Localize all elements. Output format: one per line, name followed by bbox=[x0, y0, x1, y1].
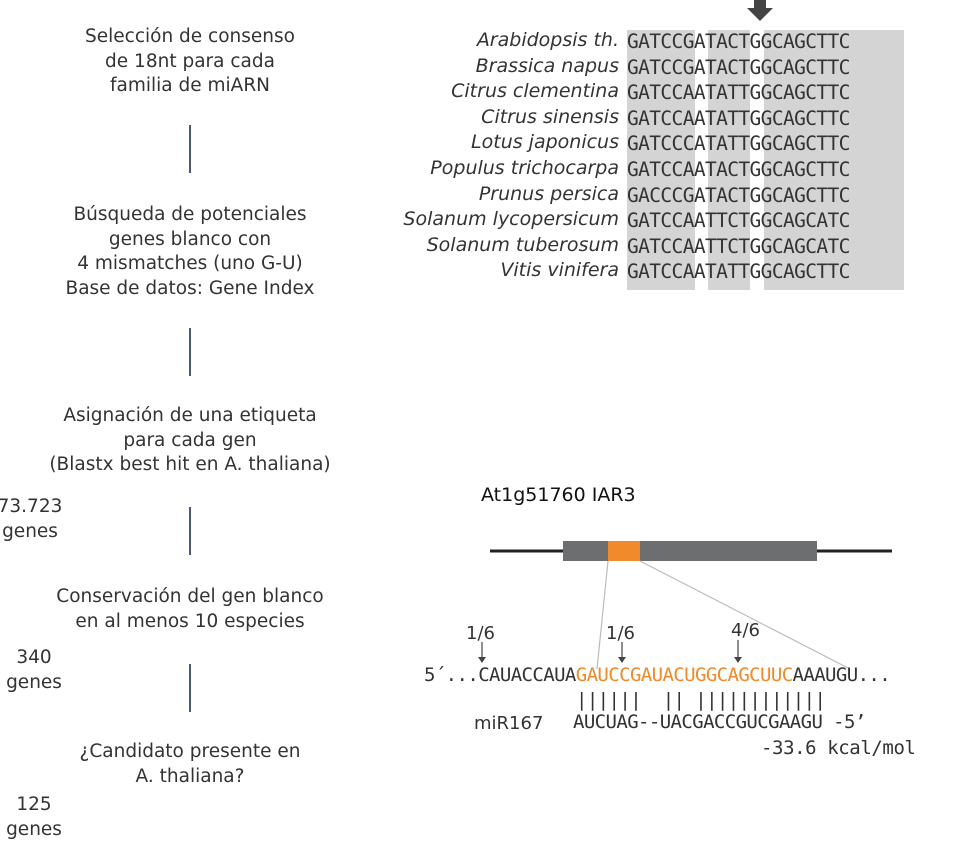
species-name: Citrus sinensis bbox=[481, 105, 619, 128]
gene-count: 125 genes bbox=[0, 792, 84, 842]
target-prefix: 5´...CAUACCAUA bbox=[424, 664, 576, 686]
species-name: Prunus persica bbox=[478, 182, 619, 205]
exon-box bbox=[563, 541, 817, 561]
zoom-line bbox=[639, 560, 851, 670]
aligned-sequence: GATCCAATTCTGGCAGCATC bbox=[627, 234, 850, 258]
conserved-block bbox=[764, 30, 904, 290]
flow-step-search: Búsqueda de potenciales genes blanco con… bbox=[65, 204, 315, 299]
flow-connector bbox=[189, 507, 191, 555]
aligned-sequence: GATCCAATTCTGGCAGCATC bbox=[627, 209, 850, 233]
gene-count: 340 genes bbox=[0, 645, 84, 695]
species-name: Brassica napus bbox=[475, 54, 619, 77]
cleavage-label: 4/6 bbox=[731, 620, 760, 641]
base-pairing: |||||| || |||||||||||| bbox=[576, 689, 826, 711]
aligned-sequence: GATCCCATATTGGCAGCTTC bbox=[627, 132, 850, 156]
gene-count-unit: genes bbox=[6, 819, 62, 840]
flow-connector bbox=[189, 125, 191, 173]
aligned-sequence: GATCCAATATTGGCAGCTTC bbox=[627, 81, 850, 105]
target-site-sequence: GAUCCGAUACUGGCAGCUUC bbox=[575, 664, 793, 686]
aligned-sequence: GATCCAATACTGGCAGCTTC bbox=[627, 158, 850, 181]
aligned-sequence: GATCCAATATTGGCAGCTTC bbox=[627, 106, 850, 130]
aligned-sequence: GACCCGATACTGGCAGCTTC bbox=[627, 183, 850, 207]
gene-title: At1g51760 IAR3 bbox=[481, 484, 636, 506]
species-name: Citrus clementina bbox=[451, 80, 619, 103]
aligned-sequence: GATCCGATACTGGCAGCTTC bbox=[627, 30, 850, 53]
cleavage-label: 1/6 bbox=[606, 623, 635, 644]
cleavage-arrow bbox=[478, 642, 486, 663]
species-name: Lotus japonicus bbox=[471, 131, 619, 154]
flow-step-candidate: ¿Candidato presente en A. thaliana? bbox=[79, 741, 301, 787]
aligned-sequence: GATCCAATATTGGCAGCTTC bbox=[627, 260, 850, 284]
conserved-block bbox=[708, 30, 750, 290]
species-name: Populus trichocarpa bbox=[430, 157, 619, 179]
gene-model bbox=[490, 541, 892, 670]
gene-count-value: 125 bbox=[16, 794, 52, 815]
gene-count-value: 73.723 bbox=[0, 496, 63, 517]
gene-count-unit: genes bbox=[6, 672, 62, 693]
mirna-sequence: AUCUAG--UACGACCGUCGAAGU -5’ bbox=[573, 711, 866, 733]
flow-step-consensus: Selección de consenso de 18nt para cada … bbox=[85, 26, 295, 96]
conserved-block bbox=[627, 30, 695, 290]
species-name: Solanum lycopersicum bbox=[403, 208, 619, 231]
species-name: Solanum tuberosum bbox=[426, 233, 619, 256]
target-site-box bbox=[608, 541, 640, 561]
flow-connector bbox=[189, 664, 191, 712]
cleavage-arrow bbox=[618, 642, 626, 663]
species-name: Arabidopsis th. bbox=[476, 29, 619, 51]
flow-step-annotation: Asignación de una etiqueta para cada gen… bbox=[49, 405, 331, 475]
target-mrna-sequence: 5´...CAUACCAUAGAUCCGAUACUGGCAGCUUCAAAUGU… bbox=[424, 664, 891, 686]
mirna-name: miR167 bbox=[474, 713, 544, 734]
free-energy: -33.6 kcal/mol bbox=[761, 737, 916, 759]
zoom-line bbox=[596, 560, 609, 670]
cleavage-label: 1/6 bbox=[466, 623, 495, 644]
flow-connector bbox=[189, 328, 191, 376]
gene-count: 73.723 genes bbox=[0, 494, 80, 544]
aligned-sequence: GATCCGATACTGGCAGCTTC bbox=[627, 55, 850, 79]
species-name: Vitis vinifera bbox=[500, 259, 619, 282]
flow-step-conservation: Conservación del gen blanco en al menos … bbox=[56, 586, 324, 632]
gene-count-unit: genes bbox=[2, 521, 58, 542]
gene-count-value: 340 bbox=[16, 647, 52, 668]
cleavage-arrow bbox=[734, 640, 742, 663]
arrow-down-icon bbox=[745, 0, 775, 22]
target-suffix: AAAUGU... bbox=[792, 664, 891, 686]
